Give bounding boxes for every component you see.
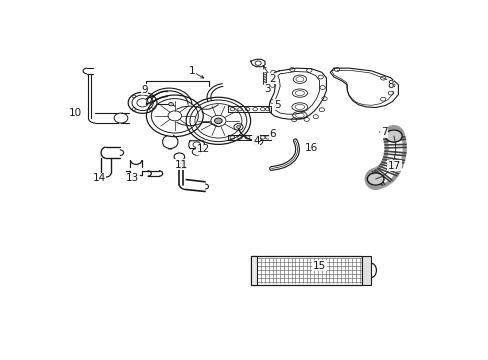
Circle shape bbox=[214, 118, 222, 123]
Text: 16: 16 bbox=[304, 143, 317, 153]
Circle shape bbox=[256, 140, 260, 143]
Bar bbox=[250, 256, 362, 285]
Text: 10: 10 bbox=[69, 108, 82, 118]
Text: 11: 11 bbox=[175, 159, 188, 170]
Text: 3: 3 bbox=[264, 84, 270, 94]
Text: 1: 1 bbox=[188, 67, 195, 76]
Text: 6: 6 bbox=[269, 129, 275, 139]
Text: 5: 5 bbox=[273, 100, 280, 110]
Text: 17: 17 bbox=[387, 161, 401, 171]
Circle shape bbox=[168, 103, 173, 106]
Bar bbox=[250, 256, 257, 285]
Text: 4: 4 bbox=[252, 136, 259, 146]
Text: 8: 8 bbox=[386, 80, 392, 90]
Circle shape bbox=[236, 126, 240, 128]
Bar bbox=[362, 256, 370, 285]
Text: 9: 9 bbox=[141, 85, 147, 95]
Circle shape bbox=[385, 130, 401, 142]
Text: 14: 14 bbox=[92, 174, 105, 184]
Text: 2: 2 bbox=[268, 74, 275, 84]
Text: 12: 12 bbox=[196, 144, 209, 154]
Text: 1: 1 bbox=[188, 66, 195, 76]
Text: 15: 15 bbox=[312, 261, 325, 270]
Text: 7: 7 bbox=[380, 127, 386, 138]
Text: 13: 13 bbox=[125, 174, 139, 184]
Circle shape bbox=[366, 173, 383, 185]
